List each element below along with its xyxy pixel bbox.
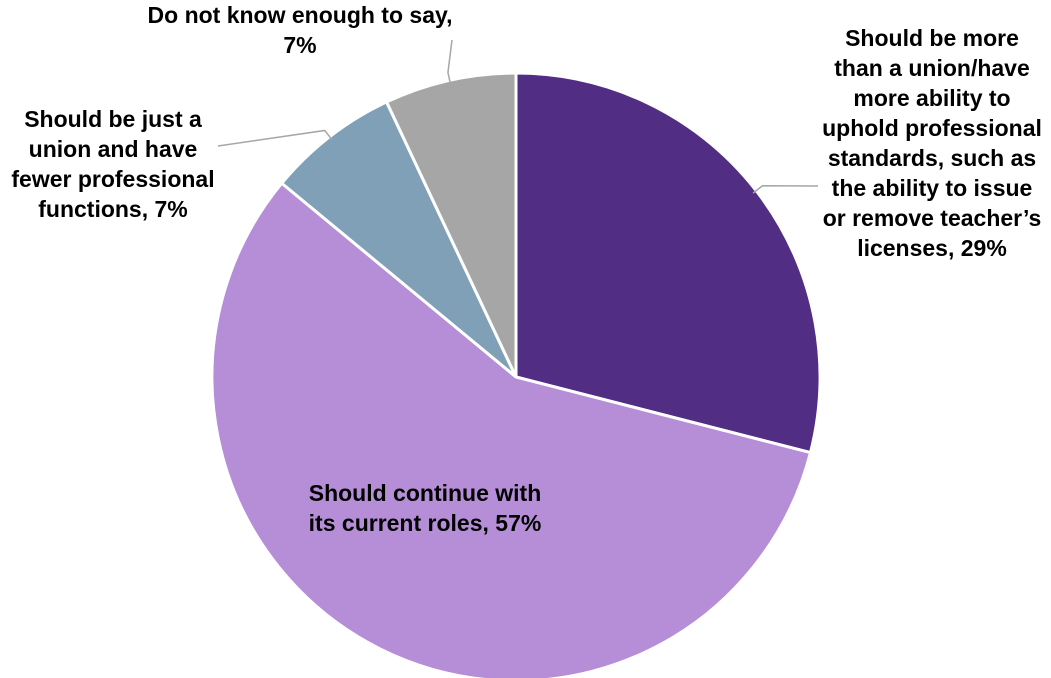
slice-label-more-than-union: Should be more than a union/have more ab… (822, 25, 1042, 261)
slice-continue-current-roles (210, 181, 813, 678)
leader-lines (217, 39, 819, 194)
slice-label-do-not-know: Do not know enough to say, 7% (147, 2, 453, 58)
pie-slices (210, 71, 822, 678)
leader-line-more-than-union (752, 185, 819, 194)
slice-label-just-a-union: Should be just a union and have fewer pr… (11, 106, 215, 222)
leader-line-do-not-know (447, 39, 453, 85)
leader-line-just-a-union (217, 129, 333, 147)
slice-label-continue-current-roles: Should continue with its current roles, … (308, 480, 542, 536)
